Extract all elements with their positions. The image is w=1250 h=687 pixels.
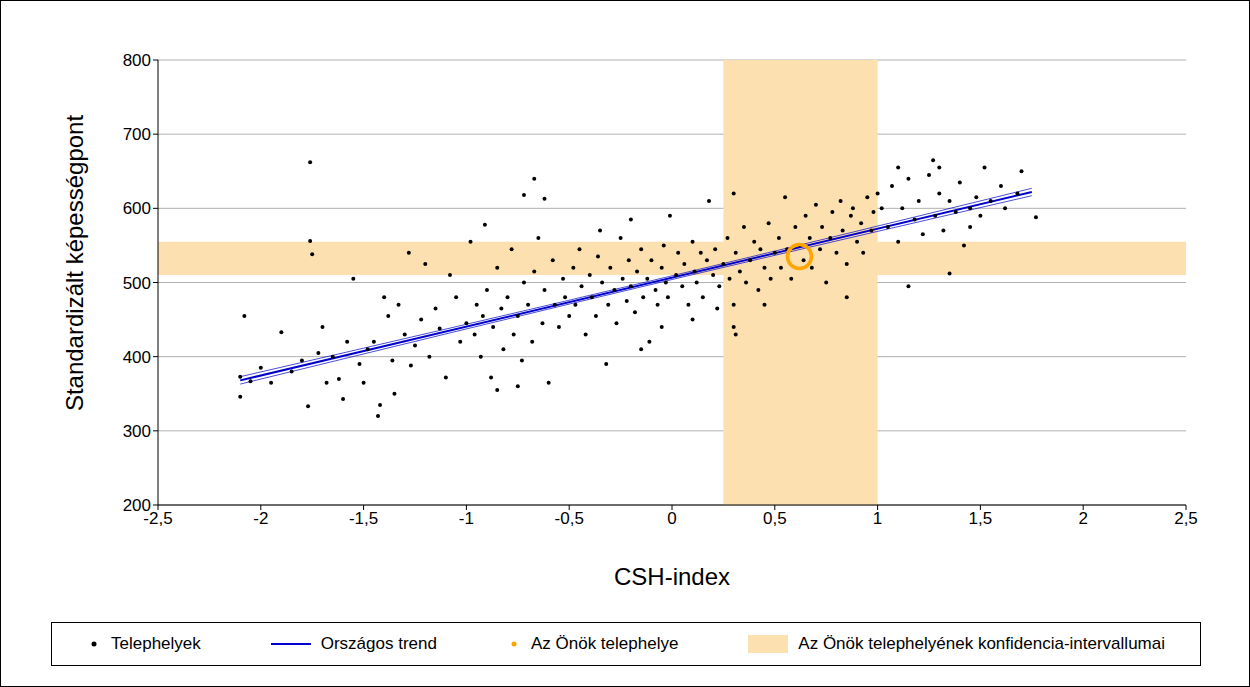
svg-text:1,5: 1,5 (969, 509, 993, 528)
svg-text:-2,5: -2,5 (143, 509, 173, 529)
svg-text:500: 500 (123, 274, 151, 293)
svg-text:2: 2 (1078, 509, 1087, 528)
svg-text:300: 300 (123, 422, 151, 441)
svg-text:-1: -1 (459, 509, 474, 528)
svg-text:1: 1 (873, 509, 882, 528)
svg-text:800: 800 (123, 51, 151, 70)
svg-text:200: 200 (123, 496, 151, 515)
svg-text:600: 600 (123, 199, 151, 218)
svg-text:-0,5: -0,5 (555, 509, 584, 528)
svg-text:0,5: 0,5 (763, 509, 787, 528)
html-text:Az Önök telephelye: Az Önök telephelye (530, 634, 679, 653)
svg-text:0: 0 (667, 509, 676, 528)
svg-text:700: 700 (123, 125, 151, 144)
svg-text:2,5: 2,5 (1174, 509, 1198, 528)
html-text:Országos trend: Országos trend (320, 634, 437, 653)
svg-text:400: 400 (123, 348, 151, 367)
html-text:Standardizált képességpont: Standardizált képességpont (61, 114, 88, 412)
html-text:Telephelyek: Telephelyek (111, 634, 201, 653)
html-text:CSH-index: CSH-index (614, 563, 730, 590)
svg-text:-2: -2 (253, 509, 268, 528)
html-text:Az Önök telephelyének konfiden: Az Önök telephelyének konfidencia-interv… (798, 634, 1165, 653)
svg-text:-1,5: -1,5 (349, 509, 378, 528)
